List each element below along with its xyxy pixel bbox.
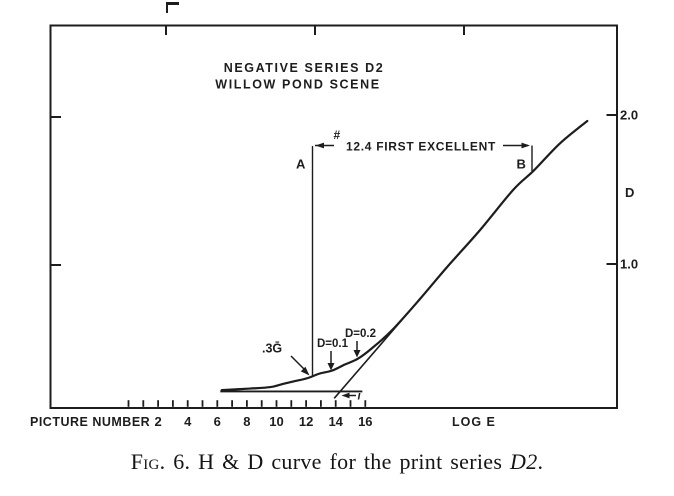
- plot-frame: [49, 24, 618, 409]
- x-tick-label: 12: [299, 414, 313, 429]
- x-axis-label-right: LOG E: [452, 415, 496, 429]
- page-artifact-mark: [166, 2, 179, 13]
- x-tick-label: 2: [154, 414, 161, 429]
- d01-label: D=0.1: [317, 338, 349, 350]
- d02-label: D=0.2: [345, 328, 376, 340]
- arrow-left-icon: [315, 142, 324, 149]
- arrow-left-icon: [341, 392, 350, 399]
- arrow-down-icon: [327, 363, 335, 371]
- gradient-label: .3Ḡ: [262, 342, 282, 356]
- caption-fig-number: Fig. 6.: [130, 449, 191, 474]
- y-axis-label: D: [625, 185, 634, 200]
- plot-title-line2: WILLOW POND SCENE: [215, 78, 380, 92]
- point-b-label: B: [517, 157, 526, 172]
- x-tick-label: 10: [269, 414, 283, 429]
- x-tick-label: 16: [358, 414, 372, 429]
- y-tick-label-1: 1.0: [620, 257, 638, 272]
- arrow-down-right-icon: [300, 366, 310, 376]
- x-tick-label: 8: [243, 414, 250, 429]
- plot-title-line1: NEGATIVE SERIES D2: [224, 61, 385, 75]
- x-axis-label-left: PICTURE NUMBER: [30, 415, 150, 429]
- inertia-label: i: [358, 391, 362, 403]
- arrow-right-icon: [521, 142, 530, 149]
- hd-curve: [220, 119, 589, 392]
- x-tick-label: 14: [328, 414, 343, 429]
- point-a-label: A: [296, 157, 306, 172]
- caption-period: .: [537, 449, 544, 474]
- x-tick-label: 4: [184, 414, 192, 429]
- chart-generated-layer: 2 4 6 8 10 12 14 16: [127, 119, 589, 429]
- hash-superscript: #: [334, 128, 341, 142]
- caption-text: H & D curve for the print series: [198, 449, 503, 474]
- arrow-down-icon: [353, 350, 361, 358]
- figure-caption: Fig. 6. H & D curve for the print series…: [0, 449, 674, 475]
- hd-curve-figure: 2.0 1.0 D NEGATIVE SERIES D2 WILLOW POND…: [30, 24, 638, 429]
- caption-series-id: D2: [510, 449, 538, 474]
- x-tick-label: 6: [214, 414, 221, 429]
- first-excellent-label: 12.4 FIRST EXCELLENT: [346, 140, 496, 154]
- gradient-arrow-shaft: [290, 355, 306, 371]
- y-tick-label-2: 2.0: [620, 108, 638, 123]
